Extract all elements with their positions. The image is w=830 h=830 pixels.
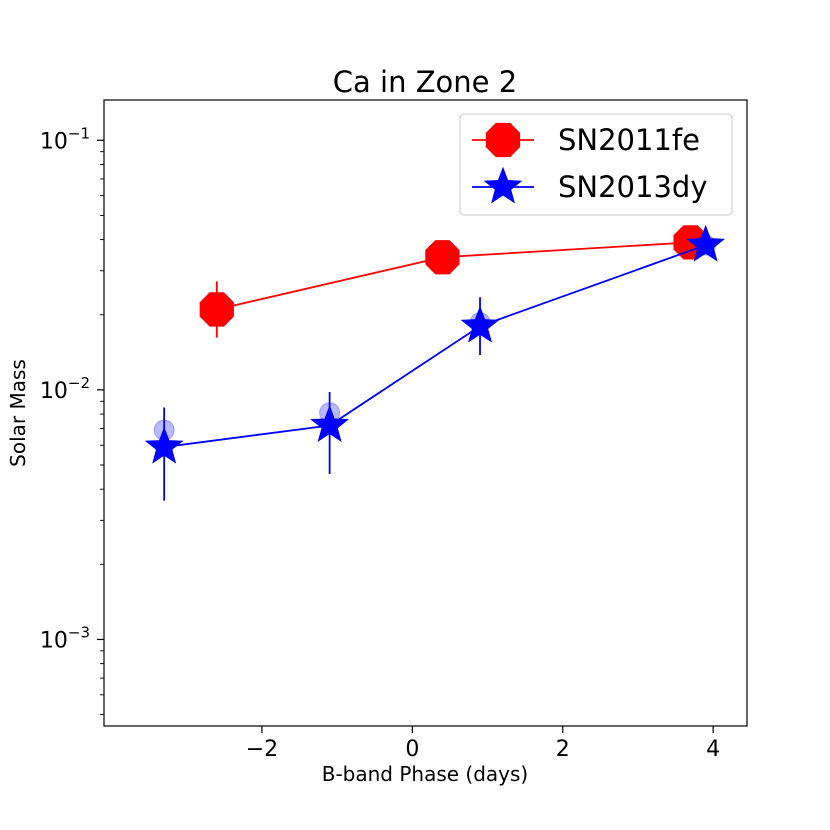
y-tick-label: 10−1	[40, 124, 90, 154]
axes-frame	[103, 99, 748, 727]
data-point	[460, 305, 500, 343]
legend: SN2011fe SN2013dy	[459, 113, 733, 216]
data-point	[686, 224, 726, 262]
legend-label: SN2013dy	[558, 170, 707, 204]
legend-marker	[485, 122, 521, 158]
x-axis-ticks: −2 0 2 4	[246, 726, 720, 762]
chart-title: Ca in Zone 2	[333, 65, 517, 99]
y-axis-ticks: 10−3 10−2 10−1	[40, 124, 104, 716]
data-point	[199, 292, 234, 327]
data-point	[425, 240, 460, 275]
x-tick-label: 2	[556, 737, 570, 762]
y-tick-label: 10−2	[40, 374, 90, 404]
y-axis-label: Solar Mass	[6, 359, 30, 467]
x-axis-label: B-band Phase (days)	[322, 762, 529, 786]
x-tick-label: 0	[405, 737, 419, 762]
data-point	[310, 405, 350, 442]
x-tick-label: −2	[246, 737, 278, 762]
data-point	[144, 426, 184, 464]
legend-label: SN2011fe	[558, 123, 700, 157]
plot-area	[144, 224, 726, 501]
y-tick-label: 10−3	[40, 623, 90, 653]
legend-marker	[483, 166, 523, 204]
series-line	[164, 244, 706, 448]
x-tick-label: 4	[706, 737, 720, 762]
series-SN2013dy	[144, 224, 726, 501]
legend-entry: SN2011fe	[472, 122, 700, 158]
legend-entry: SN2013dy	[472, 166, 707, 204]
